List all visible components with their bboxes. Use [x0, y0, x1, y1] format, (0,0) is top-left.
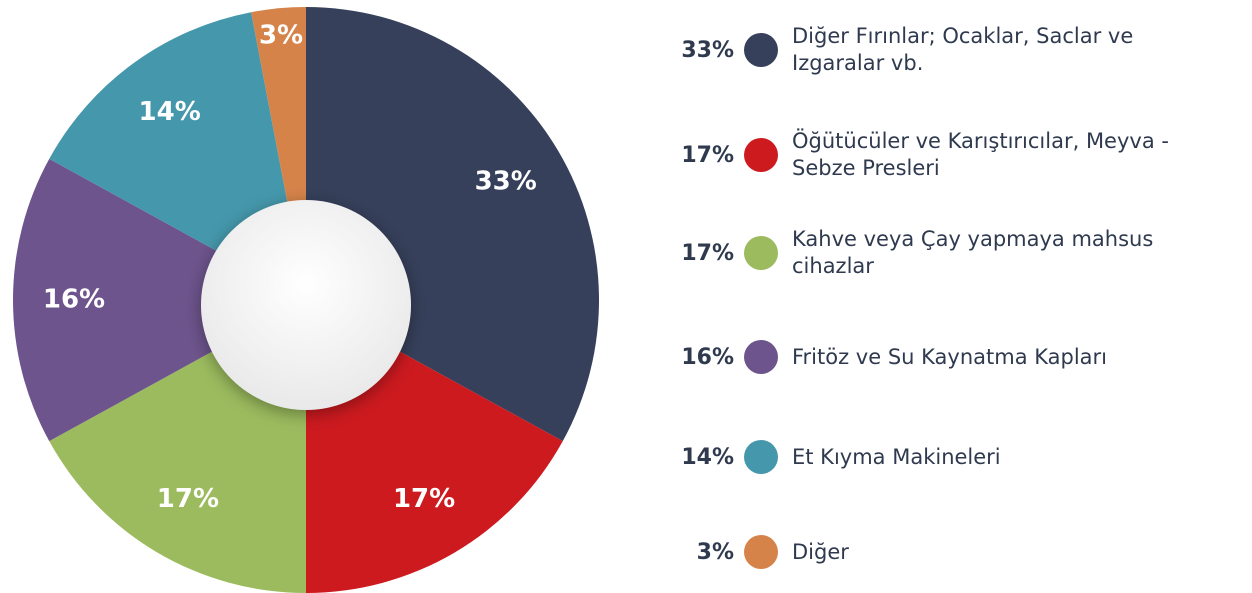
legend-label: Diğer Fırınlar; Ocaklar, Saclar ve Izgar…	[792, 24, 1134, 75]
slice-label: 3%	[259, 21, 303, 51]
legend-item: 33% Diğer Fırınlar; Ocaklar, Saclar ve Iz…	[660, 23, 1232, 77]
legend-value: 16%	[681, 344, 734, 370]
legend-label: Et Kıyma Makineleri	[792, 444, 1001, 469]
donut-hole	[201, 200, 411, 410]
pie-slice	[12, 158, 306, 442]
legend-value: 17%	[681, 142, 734, 168]
slice-label: 17%	[393, 484, 455, 514]
legend-swatch	[744, 535, 778, 569]
legend-item: 17% Öğütücüler ve Karıştırıcılar, Meyva -…	[660, 128, 1232, 182]
legend-label: Diğer	[792, 539, 849, 564]
legend-value: 33%	[681, 37, 734, 63]
legend-swatch	[744, 33, 778, 67]
legend-value: 3%	[696, 539, 734, 565]
legend-swatch	[744, 236, 778, 270]
legend-item: 16% Fritöz ve Su Kaynatma Kapları	[660, 340, 1232, 374]
legend-value: 17%	[681, 240, 734, 266]
legend-item: 3% Diğer	[660, 535, 1232, 569]
legend-swatch	[744, 138, 778, 172]
legend-value: 14%	[681, 444, 734, 470]
legend-label: Kahve veya Çay yapmaya mahsus cihazlar	[792, 227, 1154, 278]
legend-item: 17% Kahve veya Çay yapmaya mahsus cihazla…	[660, 226, 1232, 280]
chart: 33% 17% 17% 16% 14% 3%	[12, 7, 600, 593]
legend-item: 14% Et Kıyma Makineleri	[660, 440, 1232, 474]
slice-label: 33%	[475, 166, 537, 196]
legend-label: Fritöz ve Su Kaynatma Kapları	[792, 344, 1108, 369]
slice-label: 14%	[139, 97, 201, 127]
slice-label: 17%	[157, 484, 219, 514]
legend-swatch	[744, 440, 778, 474]
slice-label: 16%	[43, 285, 105, 315]
legend-swatch	[744, 340, 778, 374]
legend-label: Öğütücüler ve Karıştırıcılar, Meyva -Seb…	[792, 129, 1169, 180]
